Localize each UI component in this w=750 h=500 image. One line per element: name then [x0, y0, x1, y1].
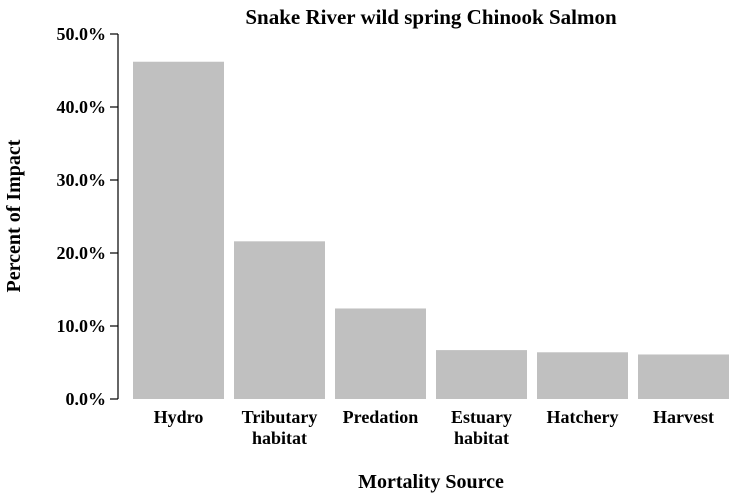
bar: [436, 350, 527, 399]
x-axis-label: Mortality Source: [358, 471, 504, 493]
y-axis-label: Percent of Impact: [3, 139, 25, 292]
chart-title: Snake River wild spring Chinook Salmon: [245, 5, 617, 29]
bar: [638, 354, 729, 399]
x-category-label: habitat: [454, 428, 509, 448]
y-tick-label: 30.0%: [57, 170, 107, 190]
x-category-label: habitat: [252, 428, 307, 448]
bar: [335, 308, 426, 399]
bar: [537, 352, 628, 399]
y-tick-label: 50.0%: [57, 24, 107, 44]
x-category-label: Estuary: [451, 407, 512, 427]
y-tick-label: 40.0%: [57, 97, 107, 117]
x-category-label: Predation: [343, 407, 419, 427]
y-tick-label: 0.0%: [66, 389, 107, 409]
bars: [133, 61, 729, 400]
y-tick-label: 20.0%: [57, 243, 107, 263]
y-axis-ticks: 0.0% 10.0% 20.0% 30.0% 40.0% 50.0%: [57, 24, 118, 409]
bar: [133, 61, 224, 400]
x-category-label: Harvest: [653, 407, 714, 427]
bar: [234, 241, 325, 399]
x-category-label: Tributary: [242, 407, 318, 427]
x-category-label: Hatchery: [547, 407, 619, 427]
y-tick-label: 10.0%: [57, 316, 107, 336]
x-category-label: Hydro: [154, 407, 204, 427]
